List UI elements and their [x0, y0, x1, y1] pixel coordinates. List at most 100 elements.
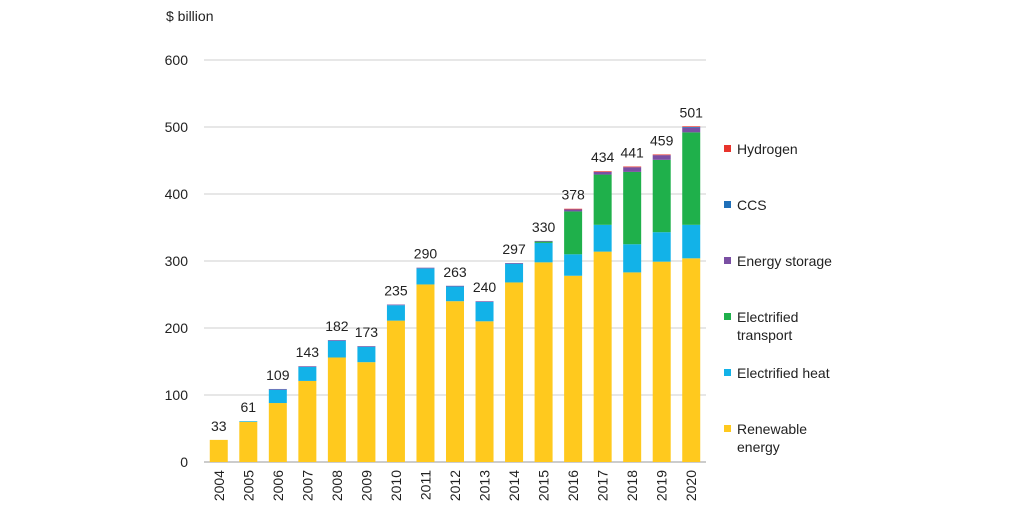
bar-segment-electrified-heat: [268, 389, 287, 404]
legend-swatch: [724, 257, 731, 264]
legend-swatch: [724, 201, 731, 208]
legend-item: Energy storage: [724, 252, 847, 270]
legend-item: Electrified transport: [724, 308, 847, 344]
bar-segment-renewable-energy: [682, 258, 701, 462]
total-data-label: 61: [241, 399, 257, 415]
chart-legend: Hydrogen CCS Energy storage Electrified tra…: [724, 0, 924, 512]
bar-segment-energy-storage: [416, 267, 435, 269]
x-tick-label: 2009: [358, 470, 374, 501]
bar-segment-hydrogen: [593, 171, 612, 172]
y-axis-label: $ billion: [166, 8, 214, 24]
x-tick-label: 2018: [624, 470, 640, 501]
bar-segment-ccs: [682, 127, 701, 128]
x-tick-label: 2019: [654, 470, 670, 501]
bar-segment-energy-storage: [682, 127, 701, 133]
y-tick-label: 100: [165, 387, 189, 403]
bar-segment-energy-storage: [446, 285, 464, 287]
bar-segment-renewable-energy: [593, 251, 612, 462]
bar-segment-electrified-heat: [652, 232, 671, 262]
bar-segment-energy-storage: [534, 240, 553, 242]
legend-label: Electrified heat: [737, 365, 830, 381]
x-tick-label: 2013: [477, 470, 493, 501]
bar-segment-electrified-heat: [446, 286, 464, 302]
x-tick-label: 2020: [683, 470, 699, 501]
x-tick-label: 2007: [299, 470, 315, 501]
total-data-label: 173: [355, 324, 379, 340]
x-tick-label: 2016: [565, 470, 581, 501]
bar-segment-energy-storage: [327, 340, 346, 341]
y-tick-label: 200: [165, 320, 189, 336]
legend-label: CCS: [737, 197, 767, 213]
bar-segment-electrified-heat: [327, 340, 346, 358]
legend-label: Renewable energy: [737, 421, 808, 455]
legend-item: Renewable energy: [724, 420, 847, 456]
bar-segment-energy-storage: [505, 263, 524, 264]
x-tick-label: 2008: [329, 470, 345, 501]
bar-segment-electrified-heat: [416, 268, 435, 285]
x-tick-label: 2011: [417, 470, 433, 500]
x-tick-label: 2010: [388, 470, 404, 501]
bar-segment-electrified-heat: [593, 224, 612, 252]
bar-segment-hydrogen: [564, 208, 583, 210]
bar-segment-renewable-energy: [623, 272, 642, 462]
x-tick-label: 2005: [240, 470, 256, 501]
bar-segment-hydrogen: [652, 154, 671, 156]
bar-segment-energy-storage: [593, 171, 612, 175]
legend-swatch: [724, 425, 731, 432]
bar-segment-renewable-energy: [505, 282, 524, 462]
y-tick-label: 400: [165, 186, 189, 202]
legend-item: CCS: [724, 196, 847, 214]
total-data-label: 240: [473, 279, 497, 295]
total-data-label: 290: [414, 246, 438, 262]
bar-segment-energy-storage: [475, 301, 494, 302]
x-tick-label: 2014: [506, 470, 522, 501]
x-tick-label: 2017: [595, 470, 611, 501]
bar-segment-renewable-energy: [416, 284, 435, 462]
bar-segment-renewable-energy: [209, 439, 228, 462]
bar-segment-energy-storage: [652, 155, 671, 160]
legend-label: Energy storage: [737, 253, 832, 269]
legend-label: Hydrogen: [737, 141, 798, 157]
bar-segment-energy-storage: [623, 167, 642, 172]
bar-segment-electrified-transport: [534, 241, 553, 243]
total-data-label: 330: [532, 219, 556, 235]
total-data-label: 459: [650, 132, 674, 148]
bar-segment-renewable-energy: [652, 261, 671, 462]
bar-segment-renewable-energy: [357, 362, 376, 462]
bar-segment-electrified-heat: [505, 263, 524, 283]
bar-segment-renewable-energy: [386, 320, 405, 462]
bar-segment-electrified-transport: [682, 132, 701, 225]
bar-segment-renewable-energy: [327, 357, 346, 462]
bar-segment-renewable-energy: [534, 262, 553, 462]
bar-segment-renewable-energy: [564, 275, 583, 462]
legend-item: Electrified heat: [724, 364, 847, 382]
legend-item: Hydrogen: [724, 140, 847, 158]
legend-swatch: [724, 369, 731, 376]
bar-segment-renewable-energy: [298, 380, 317, 462]
total-data-label: 182: [325, 318, 349, 334]
total-data-label: 109: [266, 367, 290, 383]
bar-segment-energy-storage: [268, 388, 287, 390]
total-data-label: 378: [561, 187, 585, 203]
bar-segment-electrified-heat: [298, 366, 317, 381]
x-tick-label: 2006: [270, 470, 286, 501]
total-data-label: 441: [620, 145, 644, 161]
bar-segment-electrified-transport: [623, 171, 642, 245]
x-tick-label: 2004: [211, 470, 227, 501]
bar-segment-electrified-heat: [475, 301, 494, 322]
y-tick-label: 300: [165, 253, 189, 269]
x-tick-label: 2012: [447, 470, 463, 501]
legend-swatch: [724, 313, 731, 320]
bar-segment-renewable-energy: [475, 321, 494, 462]
total-data-label: 434: [591, 149, 615, 165]
total-data-label: 297: [502, 241, 526, 257]
bar-segment-energy-storage: [357, 346, 376, 347]
bar-segment-renewable-energy: [239, 421, 258, 462]
bar-segment-energy-storage: [386, 304, 405, 306]
bar-segment-electrified-transport: [564, 211, 583, 255]
x-tick-label: 2015: [536, 470, 552, 501]
bar-segment-energy-storage: [298, 366, 317, 367]
bar-segment-electrified-heat: [564, 254, 583, 276]
